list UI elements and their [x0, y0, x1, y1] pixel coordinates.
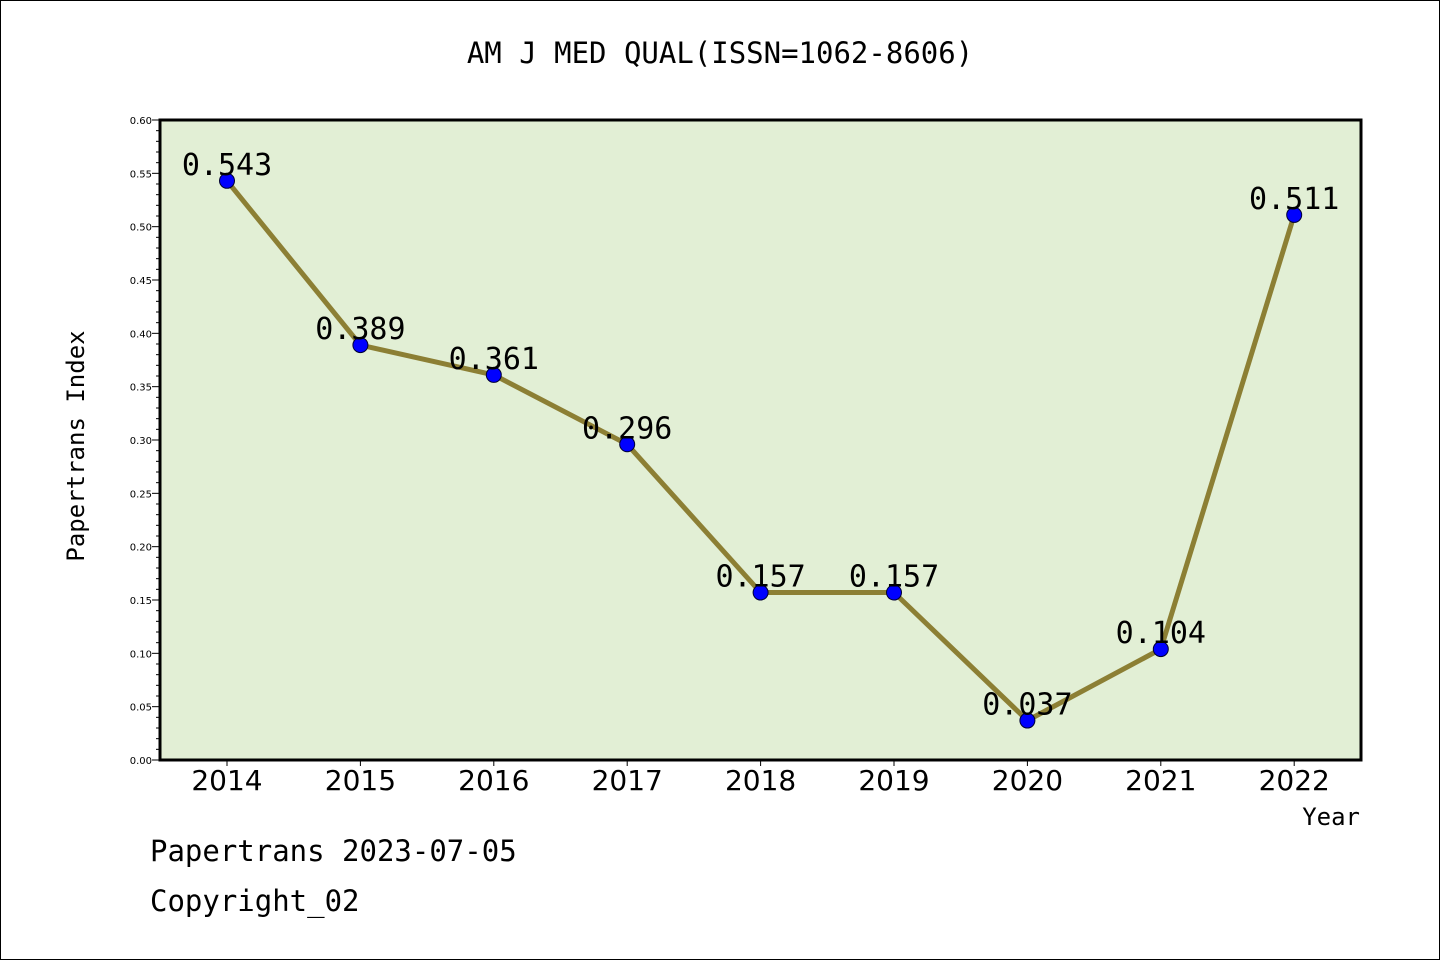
footer-date: Papertrans 2023-07-05 — [150, 834, 517, 868]
x-axis-label: Year — [1302, 803, 1360, 831]
x-tick-label: 2021 — [1125, 764, 1196, 797]
x-tick-label: 2019 — [858, 764, 929, 797]
y-tick-label: 0.30 — [130, 436, 152, 447]
y-tick-label: 0.00 — [130, 756, 152, 767]
y-tick-label: 0.45 — [130, 276, 152, 287]
x-tick-label: 2017 — [592, 764, 663, 797]
x-tick-label: 2020 — [992, 764, 1063, 797]
data-point — [1019, 712, 1036, 729]
y-tick-label: 0.05 — [130, 703, 152, 714]
data-point — [1152, 641, 1169, 658]
x-tick-label: 2022 — [1259, 764, 1330, 797]
data-label: 0.157 — [715, 560, 805, 595]
footer-copyright: Copyright_02 — [150, 884, 360, 918]
data-point — [352, 337, 369, 354]
y-tick-label: 0.25 — [130, 489, 152, 500]
y-tick-label: 0.55 — [130, 169, 152, 180]
data-point — [485, 366, 502, 383]
x-tick-label: 2018 — [725, 764, 796, 797]
data-label: 0.389 — [315, 312, 405, 347]
data-label: 0.104 — [1116, 616, 1206, 651]
data-label: 0.296 — [582, 411, 672, 446]
plot-area — [158, 118, 1363, 762]
data-point — [1286, 206, 1303, 223]
y-tick-label: 0.40 — [130, 329, 152, 340]
chart-title: AM J MED QUAL(ISSN=1062-8606) — [466, 36, 974, 70]
x-tick-label: 2015 — [325, 764, 396, 797]
x-tick-label: 2014 — [191, 764, 262, 797]
data-labels: 0.543 0.389 0.361 0.296 0.157 0.157 0.037 0.104… — [182, 148, 1340, 723]
data-series — [219, 172, 1303, 729]
y-tick-label: 0.60 — [130, 116, 152, 127]
data-point — [219, 172, 235, 189]
y-tick-label: 0.15 — [130, 596, 152, 607]
data-point — [619, 436, 636, 453]
data-label: 0.543 — [182, 148, 272, 183]
x-tick-label: 2016 — [458, 764, 529, 797]
y-tick-label: 0.50 — [130, 223, 152, 234]
y-axis-label: Papertrans Index — [62, 330, 90, 561]
data-label: 0.361 — [449, 342, 539, 377]
y-tick-label: 0.10 — [130, 649, 152, 660]
data-label: 0.037 — [982, 688, 1072, 723]
data-point — [752, 584, 769, 601]
y-tick-label: 0.35 — [130, 383, 152, 394]
data-label: 0.157 — [849, 560, 939, 595]
y-axis: 0.00 0.05 0.10 0.15 0.20 0.25 0.30 0.35 0.40 0.45… — [130, 116, 160, 767]
data-label: 0.511 — [1249, 182, 1339, 217]
x-axis: 2014 2015 2016 2017 2018 2019 2020 2021 2022 — [191, 760, 1330, 797]
plot-background — [160, 120, 1361, 760]
data-point — [886, 584, 902, 601]
y-tick-label: 0.20 — [130, 543, 152, 554]
